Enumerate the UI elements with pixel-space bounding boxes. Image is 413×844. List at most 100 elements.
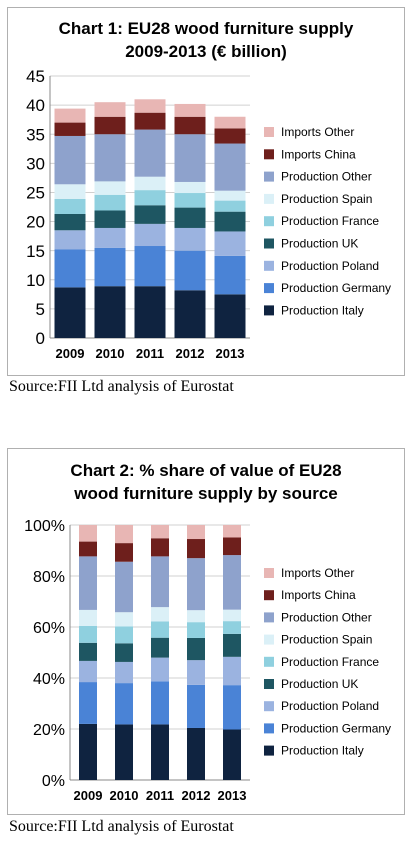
bar-segment <box>214 143 246 191</box>
y-tick-label: 20% <box>33 722 65 739</box>
bar-segment <box>54 122 86 136</box>
bar-segment <box>174 181 206 194</box>
bar-segment <box>79 541 97 557</box>
x-tick-label: 2012 <box>182 788 211 803</box>
bar-segment <box>151 525 169 539</box>
legend-swatch <box>264 656 274 667</box>
legend-label: Production Germany <box>281 281 391 295</box>
legend-swatch <box>264 723 274 734</box>
bar-segment <box>94 102 126 117</box>
bar-segment <box>214 211 246 232</box>
bar-segment <box>223 656 241 686</box>
chart-2-source-note: Source:FII Ltd analysis of Eurostat <box>9 818 234 835</box>
bar-segment <box>94 210 126 228</box>
legend-label: Production Other <box>281 170 372 184</box>
bar-segment <box>115 683 133 725</box>
x-tick-label: 2010 <box>96 346 125 361</box>
legend-swatch <box>264 634 274 645</box>
legend-label: Imports Other <box>281 125 354 139</box>
bar-segment <box>223 621 241 634</box>
legend-label: Production France <box>281 655 379 669</box>
chart-1-source-note: Source:FII Ltd analysis of Eurostat <box>9 378 234 395</box>
bar-segment <box>115 525 133 544</box>
bar-segment <box>54 108 86 123</box>
bar-segment <box>187 610 205 623</box>
legend-label: Imports Other <box>281 566 354 580</box>
bar-segment <box>187 637 205 661</box>
legend-label: Production Poland <box>281 699 379 713</box>
bar-segment <box>151 724 169 780</box>
bar-segment <box>115 543 133 562</box>
bar-segment <box>94 247 126 287</box>
bar-segment <box>187 558 205 611</box>
bar-segment <box>187 539 205 559</box>
x-tick-label: 2010 <box>110 788 139 803</box>
bar-segment <box>79 556 97 610</box>
legend-swatch <box>264 216 274 227</box>
legend-label: Production UK <box>281 237 358 251</box>
bar-segment <box>174 290 206 338</box>
bar-segment <box>115 661 133 684</box>
bar-segment <box>79 525 97 542</box>
bar-segment <box>94 227 126 248</box>
bar-segment <box>115 561 133 613</box>
bar-segment <box>134 129 166 177</box>
bar-segment <box>223 609 241 622</box>
bar-segment <box>151 681 169 725</box>
bar-segment <box>223 537 241 556</box>
bar-segment <box>151 607 169 622</box>
legend-label: Imports China <box>281 147 356 161</box>
y-tick-label: 20 <box>26 213 45 232</box>
x-tick-label: 2013 <box>218 788 247 803</box>
y-tick-label: 40% <box>33 671 65 688</box>
x-tick-label: 2009 <box>56 346 85 361</box>
bar-segment <box>54 287 86 338</box>
bar-segment <box>54 213 86 231</box>
bar-segment <box>214 116 246 129</box>
y-tick-label: 40 <box>26 96 45 115</box>
y-tick-label: 0 <box>36 329 45 348</box>
bar-segment <box>151 621 169 638</box>
bar-segment <box>115 612 133 627</box>
legend-label: Production UK <box>281 677 358 691</box>
legend-swatch <box>264 590 274 601</box>
x-tick-label: 2011 <box>136 346 164 361</box>
y-tick-label: 80% <box>33 569 65 586</box>
bar-segment <box>134 246 166 287</box>
bar-segment <box>54 249 86 288</box>
bar-segment <box>134 112 166 130</box>
legend-label: Imports China <box>281 588 356 602</box>
legend-swatch <box>264 171 274 182</box>
legend-swatch <box>264 745 274 756</box>
legend-swatch <box>264 612 274 623</box>
bar-segment <box>54 184 86 199</box>
chart-2-title-line-1: Chart 2: % share of value of EU28 <box>70 461 342 480</box>
x-tick-label: 2012 <box>176 346 205 361</box>
bar-segment <box>54 198 86 214</box>
y-tick-label: 25 <box>26 184 45 203</box>
chart-1-title-line-1: Chart 1: EU28 wood furniture supply <box>58 19 354 38</box>
bar-segment <box>94 194 126 211</box>
chart-1-title-line-2: 2009-2013 (€ billion) <box>125 42 287 61</box>
bar-segment <box>134 286 166 338</box>
bar-segment <box>174 193 206 208</box>
bar-segment <box>151 538 169 557</box>
bar-segment <box>151 657 169 682</box>
legend-label: Production Spain <box>281 192 372 206</box>
bar-segment <box>151 637 169 658</box>
x-tick-label: 2011 <box>146 788 174 803</box>
bar-segment <box>115 626 133 644</box>
bar-segment <box>79 609 97 626</box>
chart-2-plot: 0% 20% 40% 60% 80% 100% 2009 2010 2011 2012 2013 Im… <box>24 518 391 803</box>
legend-label: Production Other <box>281 610 372 624</box>
chart-1-plot: 0 5 10 15 20 25 30 35 40 45 2009 2010 2011 2012 2013 Im… <box>26 67 391 361</box>
y-tick-label: 15 <box>26 242 45 261</box>
bar-segment <box>187 660 205 685</box>
legend-label: Production Italy <box>281 744 364 758</box>
bar-segment <box>214 190 246 201</box>
bar-segment <box>94 116 126 135</box>
y-tick-label: 30 <box>26 154 45 173</box>
bar-segment <box>223 555 241 610</box>
bar-segment <box>214 231 246 256</box>
legend-label: Production Germany <box>281 721 391 735</box>
